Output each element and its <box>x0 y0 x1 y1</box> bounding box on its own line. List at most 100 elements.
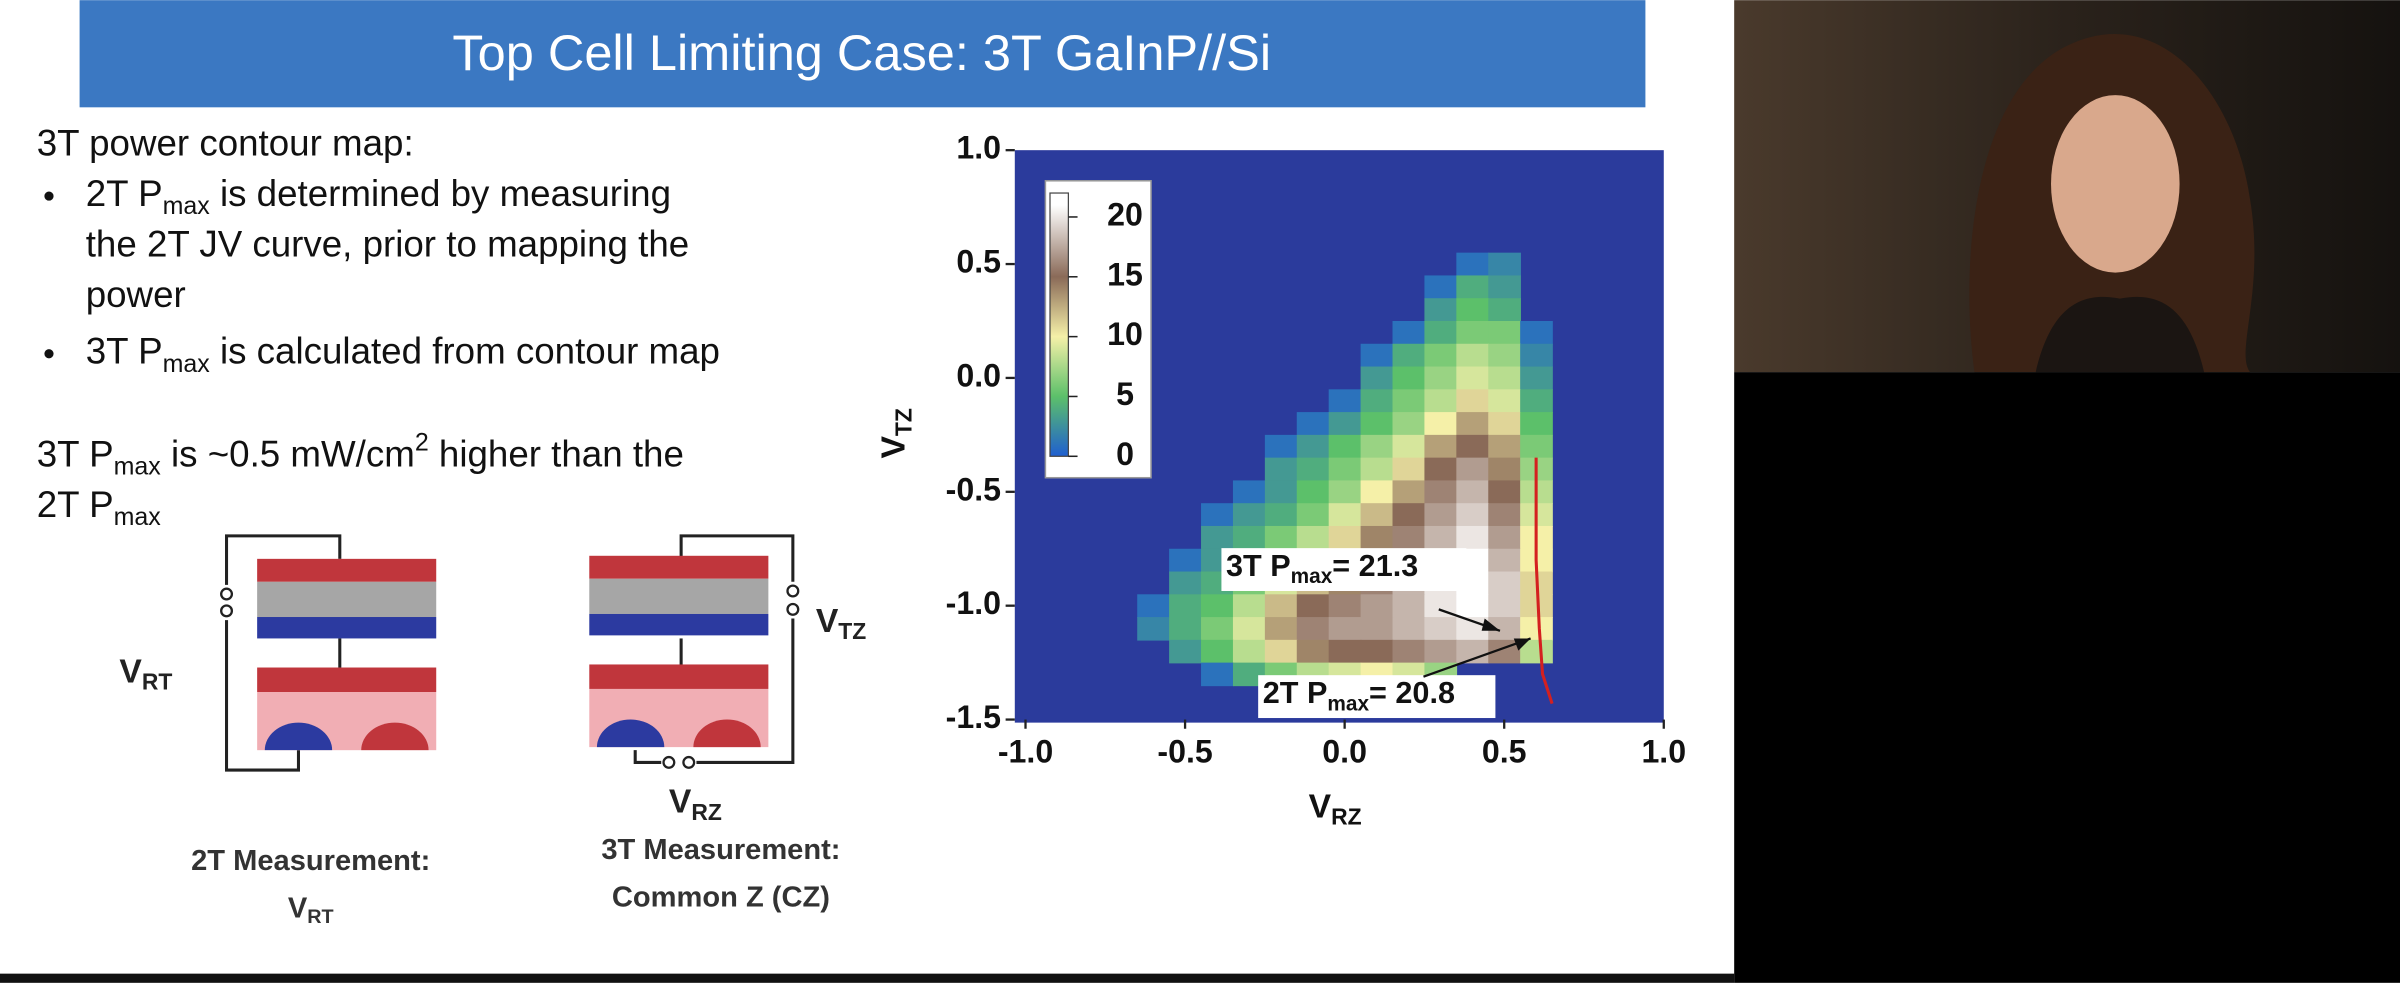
jv-curve <box>1534 457 1554 705</box>
heat-cell <box>1520 412 1553 436</box>
colorbar-tick-label: 10 <box>1107 316 1143 352</box>
heat-cell <box>1520 366 1553 391</box>
video-body <box>2035 296 2205 373</box>
text-line: 3T Measurement: <box>601 834 840 866</box>
terminal <box>220 587 234 601</box>
heat-cell <box>1424 389 1458 413</box>
heat-cell <box>1328 617 1362 641</box>
text-run: 2T P <box>1263 676 1328 710</box>
layer <box>257 581 437 618</box>
y-tick-label: -1.5 <box>946 699 1001 735</box>
text-line: 2T Measurement: <box>191 845 430 877</box>
heat-cell <box>1296 457 1330 482</box>
layer <box>589 664 769 689</box>
heat-cell <box>1264 639 1298 664</box>
text-run: V <box>875 436 912 459</box>
device-2t <box>220 534 437 772</box>
text-line: 3T Pmax is calculated from contour map <box>86 330 720 377</box>
heat-cell <box>1137 594 1170 618</box>
heat-cell <box>1392 343 1426 368</box>
heat-cell <box>1232 662 1266 687</box>
layer <box>257 558 437 582</box>
heat-cell <box>1137 617 1170 641</box>
annotation-box <box>1221 548 1467 591</box>
text-run: higher than the <box>429 433 684 474</box>
heat-cell <box>1520 389 1553 413</box>
text-line: VRT <box>119 654 172 695</box>
heat-cell <box>1264 480 1298 504</box>
heat-cell <box>1328 594 1362 618</box>
arrow-head <box>1481 618 1500 631</box>
heat-cell <box>1360 639 1394 664</box>
text-run: 2T P <box>86 173 163 214</box>
text-run: V <box>669 784 692 821</box>
terminal <box>786 602 800 616</box>
heat-cell <box>1392 434 1426 459</box>
heat-cell <box>1520 320 1553 345</box>
text-run: 2T Measurement: <box>191 845 430 877</box>
heat-cell <box>1392 480 1426 504</box>
heat-cell <box>1488 480 1521 504</box>
y-tick-label: -1.0 <box>946 585 1001 621</box>
heat-cell <box>1456 343 1490 368</box>
heat-cell <box>1424 480 1458 504</box>
text-run: V <box>288 892 308 924</box>
heat-cell <box>1360 617 1394 641</box>
colorbar-tick-label: 20 <box>1107 196 1143 232</box>
heat-cell <box>1424 434 1458 459</box>
heat-cell <box>1169 639 1202 664</box>
subscript: RZ <box>1331 803 1362 829</box>
video-face <box>2051 95 2180 273</box>
heat-cell <box>1360 457 1394 482</box>
text-run: = 20.8 <box>1369 676 1455 710</box>
heat-cell <box>1488 412 1521 436</box>
heat-cell <box>1296 503 1330 527</box>
heat-cell <box>1360 525 1394 550</box>
heat-cell <box>1296 412 1330 436</box>
x-tick-label: 1.0 <box>1641 733 1686 769</box>
subscript: max <box>114 502 162 530</box>
wire <box>225 534 342 585</box>
heat-cell <box>1424 503 1458 527</box>
layer <box>589 555 769 579</box>
heat-cell <box>1296 639 1330 664</box>
heat-cell <box>1456 434 1490 459</box>
heat-cell <box>1169 617 1202 641</box>
heat-cell <box>1169 548 1202 573</box>
heat-cell <box>1296 594 1330 618</box>
heat-cell <box>1488 571 1521 596</box>
subscript: RT <box>307 906 333 928</box>
heat-cell <box>1424 457 1458 482</box>
heat-cell <box>1392 366 1426 391</box>
terminal <box>662 755 676 769</box>
y-tick-label: 0.5 <box>956 244 1001 280</box>
text-line: VRZ <box>1309 788 1362 829</box>
heat-cell <box>1296 617 1330 641</box>
text-run: power <box>86 274 186 315</box>
x-tick-label: -1.0 <box>998 733 1053 769</box>
heat-cell <box>1488 389 1521 413</box>
heat-cell <box>1296 434 1330 459</box>
heat-cell <box>1201 594 1234 618</box>
heat-cell <box>1264 594 1298 618</box>
heat-cell <box>1488 343 1521 368</box>
heat-cell <box>1264 525 1298 550</box>
heat-cell <box>1392 617 1426 641</box>
subscript: max <box>114 452 162 480</box>
text-run: V <box>1309 788 1332 825</box>
heat-cell <box>1232 503 1266 527</box>
heat-cell <box>1488 252 1521 277</box>
heat-cell <box>1456 320 1490 345</box>
heat-cell <box>1360 503 1394 527</box>
layer <box>589 578 769 614</box>
wire <box>225 620 300 772</box>
layer <box>257 617 437 639</box>
heat-cell <box>1424 343 1458 368</box>
heat-cell <box>1201 639 1234 664</box>
heat-cell <box>1488 617 1521 641</box>
heat-cell <box>1169 594 1202 618</box>
subscript: RZ <box>691 799 722 825</box>
bullet <box>44 349 54 359</box>
text-run: 3T P <box>37 433 114 474</box>
heat-cell <box>1360 594 1394 618</box>
